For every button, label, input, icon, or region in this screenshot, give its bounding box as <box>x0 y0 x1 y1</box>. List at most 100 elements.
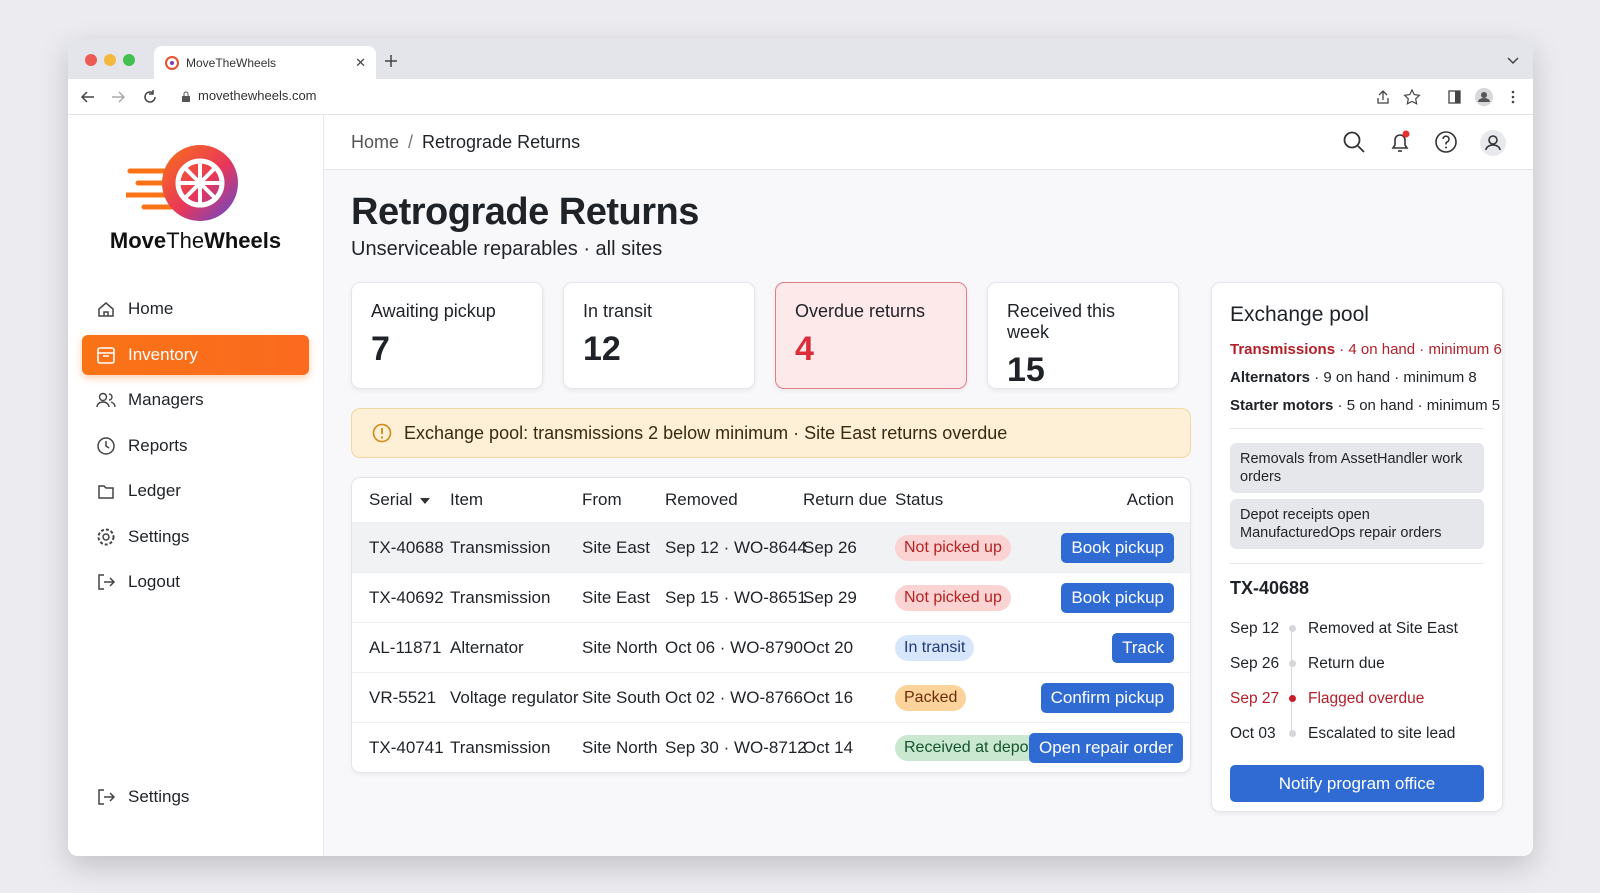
notify-button[interactable]: Notify program office <box>1230 765 1484 802</box>
status-pill: Received at depot <box>895 734 1042 761</box>
cell-from: Site East <box>582 587 651 607</box>
pool-item: Starter motors · 5 on hand · minimum 5 <box>1230 397 1500 414</box>
cell-from: Site South <box>582 687 661 707</box>
page-subtitle: Unserviceable reparables · all sites <box>351 238 663 260</box>
cell-item: Transmission <box>450 587 551 607</box>
pool-item-name: Transmissions <box>1230 341 1336 358</box>
event-label: Escalated to site lead <box>1308 724 1456 742</box>
cell-status: Not picked up <box>895 584 1029 611</box>
tab-menu[interactable] <box>1507 57 1519 65</box>
nav-label: Reports <box>128 435 188 455</box>
app: MoveTheWheels Home Inventory Managers Repor… <box>68 115 1533 856</box>
kpi-value: 12 <box>583 330 621 368</box>
cell-from: Site East <box>582 537 651 557</box>
timeline-event: Sep 12 Removed at Site East <box>1230 611 1484 646</box>
table-row[interactable]: AL-11871 Alternator Site North Oct 06 · WO-… <box>352 622 1190 672</box>
alert-banner: Exchange pool: transmissions 2 below min… <box>351 408 1191 458</box>
cell-due: Oct 16 <box>803 687 854 707</box>
nav-icon <box>98 302 114 317</box>
kpi-value: 4 <box>795 330 814 368</box>
action-button[interactable]: Book pickup <box>1061 532 1174 563</box>
url[interactable]: movethewheels.com <box>198 88 317 103</box>
action-button[interactable]: Open repair order <box>1029 732 1184 763</box>
cell-removed: Oct 06 · WO-8790 <box>665 637 803 657</box>
notifications-icon[interactable] <box>1387 129 1413 155</box>
cell-due: Oct 20 <box>803 637 854 657</box>
nav-item[interactable]: Settings <box>82 517 309 557</box>
cell-serial: VR-5521 <box>369 687 437 707</box>
nav-icon <box>98 485 114 499</box>
pool-item-detail: · 9 on hand · minimum 8 <box>1314 369 1477 386</box>
cell-serial: TX-40692 <box>369 587 444 607</box>
divider <box>1230 428 1484 429</box>
breadcrumb-current: Retrograde Returns <box>422 131 581 152</box>
action-button[interactable]: Confirm pickup <box>1040 682 1174 713</box>
table-row[interactable]: TX-40688 Transmission Site East Sep 12 · WO… <box>352 522 1190 572</box>
cell-item: Voltage regulator <box>450 687 579 707</box>
tab-bar: MoveTheWheels ✕ <box>68 39 1533 79</box>
tab-close[interactable]: ✕ <box>355 55 366 70</box>
header: Home / Retrograde Returns <box>324 115 1533 170</box>
column-header[interactable]: Serial <box>369 490 450 510</box>
help-icon[interactable] <box>1433 129 1459 155</box>
search-icon[interactable] <box>1341 129 1367 155</box>
kpi-card: Overdue returns 4 <box>775 282 967 389</box>
action-button[interactable]: Book pickup <box>1061 582 1174 613</box>
cell-due: Sep 29 <box>803 587 857 607</box>
cell-removed: Sep 15 · WO-8651 <box>665 587 807 607</box>
timeline-line <box>1291 628 1292 733</box>
cell-item: Transmission <box>450 537 551 557</box>
cell-removed: Sep 12 · WO-8644 <box>665 537 807 557</box>
table-row[interactable]: VR-5521 Voltage regulator Site South Oct 02… <box>352 672 1190 722</box>
nav-item[interactable]: Home <box>82 289 309 329</box>
kpi-label: Awaiting pickup <box>371 301 496 321</box>
status-pill: Not picked up <box>895 534 1011 561</box>
page-title: Retrograde Returns <box>351 191 699 233</box>
timeline: Sep 12 Removed at Site East Sep 26 Return d… <box>1230 611 1484 751</box>
nav-item[interactable]: Logout <box>82 562 309 602</box>
kpi-value: 7 <box>371 330 390 368</box>
timeline-event: Sep 26 Return due <box>1230 646 1484 681</box>
browser-tab[interactable]: MoveTheWheels ✕ <box>154 46 376 79</box>
event-dot <box>1286 658 1298 670</box>
cell-status: Packed <box>895 684 1029 711</box>
nav-icon <box>98 574 116 590</box>
nav-label: Home <box>128 299 174 318</box>
close-dot[interactable] <box>85 54 97 66</box>
kpi-value: 15 <box>1007 351 1045 389</box>
column-header: Item <box>450 490 484 509</box>
pool-item-detail: · 4 on hand · minimum 6 <box>1339 341 1502 358</box>
minimize-dot[interactable] <box>104 54 116 66</box>
pool-item: Transmissions · 4 on hand · minimum 6 <box>1230 341 1502 358</box>
nav-item[interactable]: Inventory <box>82 334 309 375</box>
table-row[interactable]: TX-40692 Transmission Site East Sep 15 · WO… <box>352 572 1190 622</box>
action-button[interactable]: Track <box>1112 632 1174 663</box>
table-row[interactable]: TX-40741 Transmission Site North Sep 30 · W… <box>352 722 1190 772</box>
event-date: Sep 27 <box>1230 689 1280 707</box>
nav-item[interactable]: Settings <box>82 777 309 817</box>
column-header: Removed <box>665 490 738 509</box>
cell-status: Received at depot <box>895 734 1042 761</box>
browser-actions[interactable] <box>1373 87 1523 107</box>
column-header: Status <box>895 490 944 509</box>
returns-table: Serial Item From Removed Return due Status Act… <box>351 477 1191 773</box>
nav-item[interactable]: Ledger <box>82 471 309 511</box>
zoom-dot[interactable] <box>123 54 135 66</box>
event-date: Oct 03 <box>1230 724 1276 742</box>
brand-last: Wheels <box>204 228 282 253</box>
new-tab[interactable] <box>384 54 398 68</box>
brand: MoveTheWheels <box>68 228 323 254</box>
nav-item[interactable]: Managers <box>82 380 309 420</box>
nav-item[interactable]: Reports <box>82 426 309 466</box>
cell-item: Alternator <box>450 637 524 657</box>
kpi-card: Received this week 15 <box>987 282 1179 389</box>
nav-label: Ledger <box>128 481 181 500</box>
nav-buttons[interactable] <box>80 89 170 105</box>
kpi-label: Overdue returns <box>795 301 926 321</box>
table-header: Serial Item From Removed Return due Status Act… <box>352 478 1190 522</box>
profile-icon[interactable] <box>1479 129 1507 157</box>
breadcrumb-home[interactable]: Home <box>351 131 400 152</box>
column-header: From <box>582 490 622 509</box>
nav-icon <box>98 789 116 805</box>
cell-action: Book pickup <box>1029 532 1174 563</box>
